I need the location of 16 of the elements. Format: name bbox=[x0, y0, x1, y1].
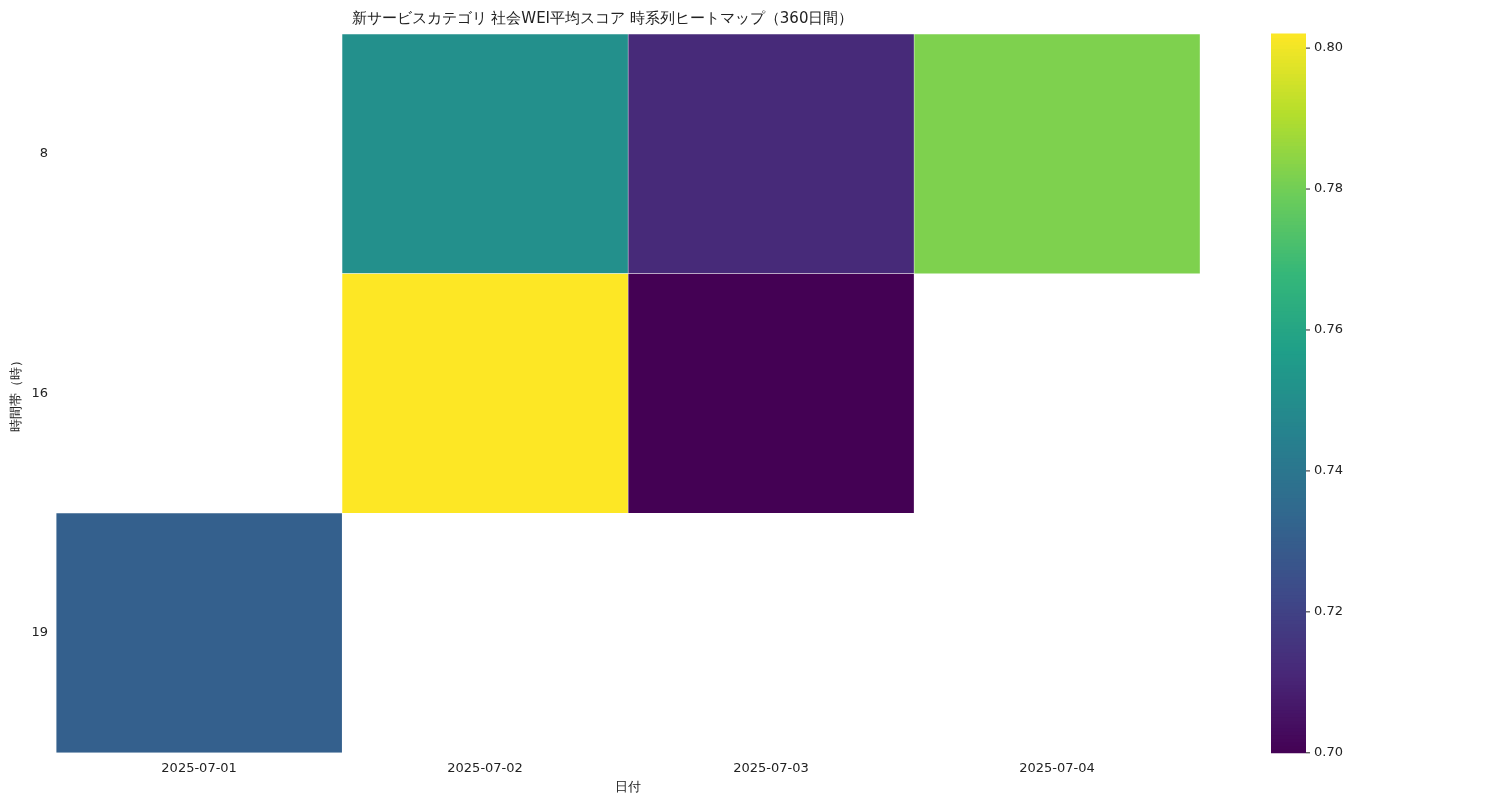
x-tick-label: 2025-07-02 bbox=[447, 759, 523, 775]
x-tick-label: 2025-07-01 bbox=[161, 759, 237, 775]
color-bar-label: 0.78 bbox=[1314, 180, 1343, 196]
x-axis-title: 日付 bbox=[615, 778, 642, 794]
color-bar-label: 0.80 bbox=[1314, 39, 1343, 55]
x-tick-label: 2025-07-03 bbox=[733, 759, 809, 775]
color-bar-label: 0.72 bbox=[1314, 603, 1343, 619]
y-tick-label: 19 bbox=[31, 624, 49, 640]
color-bar-label: 0.70 bbox=[1314, 744, 1343, 760]
y-axis-title: 時間帯（時） bbox=[8, 354, 24, 433]
y-tick-label: 8 bbox=[39, 145, 49, 161]
color-bar-label: 0.76 bbox=[1314, 321, 1343, 337]
x-tick-label: 2025-07-04 bbox=[1019, 759, 1095, 775]
chart-title: 新サービスカテゴリ 社会WEI平均スコア 時系列ヒートマップ（360日間） bbox=[351, 8, 854, 27]
y-tick-label: 16 bbox=[31, 384, 49, 400]
color-bar-label: 0.74 bbox=[1314, 462, 1343, 478]
